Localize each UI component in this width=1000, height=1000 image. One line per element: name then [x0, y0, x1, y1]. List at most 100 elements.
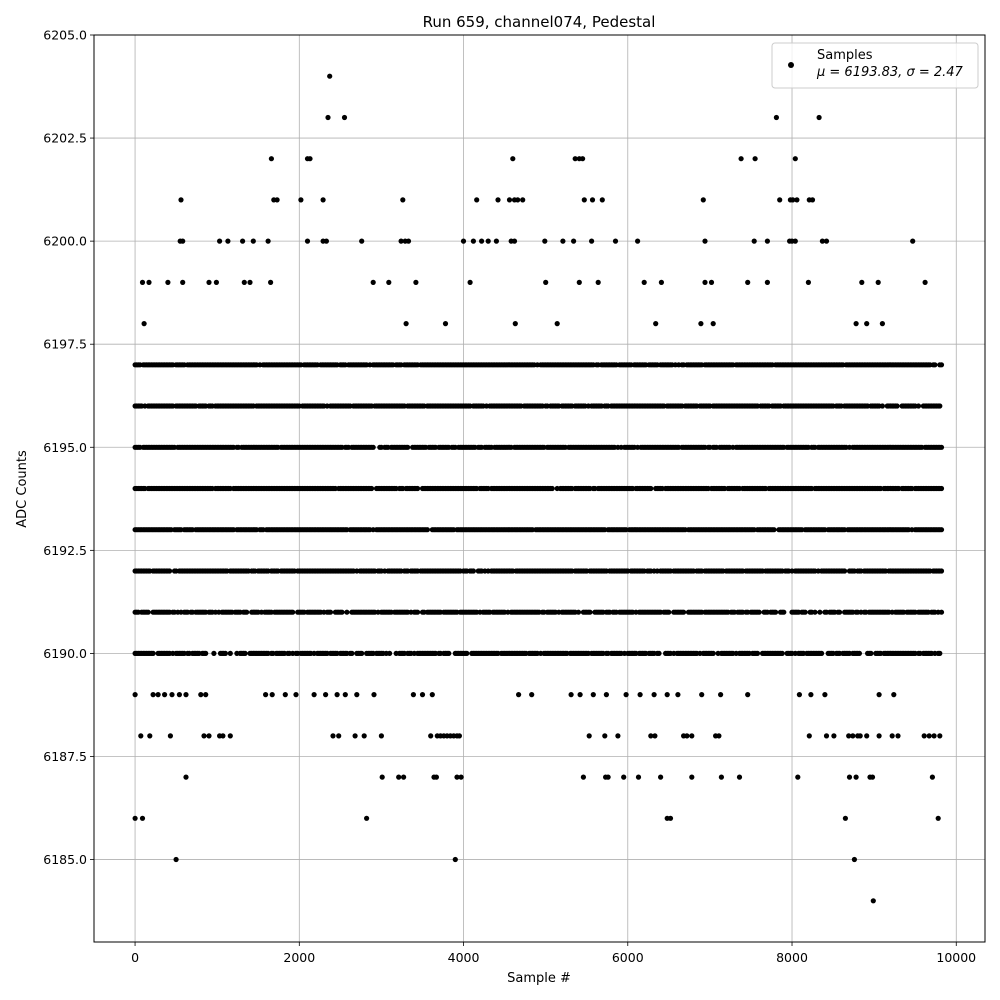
data-point [506, 197, 513, 203]
data-point [330, 733, 336, 739]
data-point [263, 692, 269, 698]
data-point [689, 774, 695, 780]
data-point [666, 609, 672, 615]
data-point [875, 279, 881, 285]
data-point [664, 692, 670, 698]
data-point [612, 238, 619, 244]
data-point [651, 692, 657, 698]
data-point [853, 774, 859, 780]
data-point [599, 197, 605, 203]
data-point [652, 733, 658, 739]
data-point [354, 692, 360, 698]
data-point [586, 733, 592, 739]
data-point [938, 362, 945, 368]
data-point [334, 692, 340, 698]
data-point [413, 279, 419, 285]
data-point [405, 238, 412, 244]
data-point [684, 733, 690, 739]
data-point [809, 197, 816, 203]
data-point [850, 733, 856, 739]
y-tick-label: 6200.0 [43, 234, 87, 249]
legend: Samples μ = 6193.83, σ = 2.47 [771, 42, 979, 89]
data-point [879, 321, 886, 327]
data-point [398, 238, 404, 244]
data-point [290, 609, 296, 615]
data-point [429, 692, 435, 698]
data-point [454, 774, 460, 780]
data-point [165, 279, 171, 285]
data-point [162, 692, 168, 698]
data-point [831, 733, 837, 739]
data-point [938, 568, 945, 574]
data-point [178, 197, 184, 203]
data-point [265, 238, 271, 244]
data-point [282, 692, 288, 698]
data-point [269, 692, 275, 698]
data-point [667, 815, 674, 821]
data-point [493, 238, 499, 244]
data-point [846, 774, 853, 780]
data-point [653, 321, 659, 327]
data-point [167, 568, 173, 574]
data-point [227, 650, 233, 657]
data-point [217, 238, 223, 244]
axes-frame [93, 34, 986, 943]
data-point [675, 692, 681, 698]
data-point [342, 692, 348, 698]
data-point [415, 485, 421, 492]
data-point [859, 279, 865, 285]
data-point [819, 238, 826, 244]
chart-title: Run 659, channel074, Pedestal [423, 13, 656, 31]
data-point [823, 238, 830, 244]
data-point [853, 321, 859, 327]
data-point [146, 279, 152, 285]
data-point [359, 650, 365, 657]
data-point [132, 692, 138, 698]
data-point [410, 692, 416, 698]
data-point [842, 568, 848, 574]
data-point [587, 609, 593, 615]
data-point [681, 609, 687, 615]
data-point [623, 692, 629, 698]
data-point [511, 238, 518, 244]
legend-marker [788, 62, 794, 68]
data-point [615, 733, 621, 739]
data-point [708, 279, 715, 285]
data-point [581, 197, 587, 203]
data-point [568, 692, 574, 698]
data-point [247, 279, 253, 285]
data-point [456, 733, 462, 739]
data-point [403, 321, 409, 327]
x-tick-label: 6000 [612, 950, 644, 965]
data-point [792, 156, 798, 162]
data-point [576, 279, 582, 285]
data-point [777, 197, 783, 203]
data-point [602, 733, 608, 739]
data-point [590, 692, 596, 698]
data-point [222, 650, 228, 657]
data-point [529, 692, 535, 698]
data-point [637, 692, 643, 698]
data-point [495, 197, 501, 203]
data-point [795, 774, 801, 780]
x-axis-ticks: 0 2000 4000 6000 8000 10000 [131, 942, 976, 965]
data-point [869, 774, 876, 780]
data-point [396, 774, 402, 780]
data-point [580, 774, 587, 780]
data-point [926, 733, 932, 739]
data-point [274, 197, 280, 203]
data-point [572, 156, 578, 162]
data-point [689, 733, 695, 739]
data-point [929, 774, 936, 780]
y-tick-label: 6187.5 [43, 749, 87, 764]
data-point [935, 815, 941, 821]
data-point [428, 733, 434, 739]
data-point [846, 733, 852, 739]
data-point [311, 692, 317, 698]
data-point [560, 238, 566, 244]
data-point [464, 650, 470, 657]
data-point [242, 650, 248, 657]
x-tick-label: 2000 [283, 950, 315, 965]
legend-series-name: Samples [817, 48, 873, 63]
